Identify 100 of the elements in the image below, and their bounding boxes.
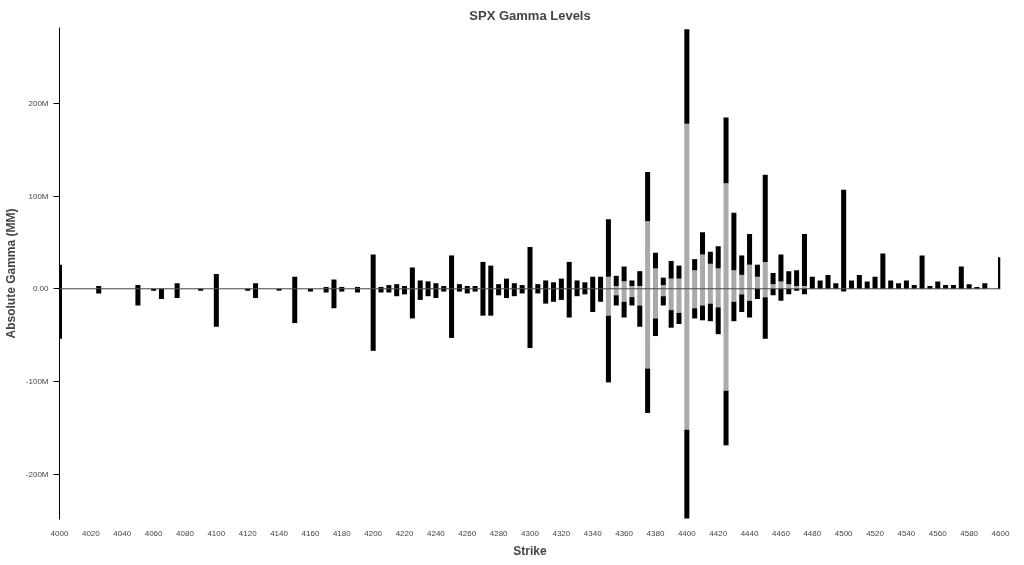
bar [668, 260, 674, 279]
bar [770, 288, 776, 296]
bar [637, 305, 643, 327]
bar [707, 303, 713, 322]
x-tick-label: 4500 [834, 528, 854, 538]
bar [394, 288, 400, 297]
y-tick-label: -200M [25, 469, 49, 479]
bar [660, 296, 666, 306]
bar [684, 29, 690, 124]
y-tick-label: -100M [25, 376, 49, 386]
bar [919, 255, 925, 289]
bar [605, 315, 611, 383]
bar [794, 270, 800, 287]
bar [872, 276, 878, 289]
bar [637, 271, 643, 287]
bar [770, 273, 776, 285]
bar [762, 174, 768, 262]
x-axis-title: Strike [513, 543, 547, 558]
bar [629, 288, 635, 298]
x-tick-label: 4300 [521, 528, 540, 538]
x-tick-label: 4180 [332, 528, 352, 538]
x-tick-label: 4200 [364, 528, 383, 538]
bar [754, 288, 760, 299]
bar [778, 288, 784, 301]
bar [135, 288, 141, 306]
x-tick-label: 4240 [427, 528, 446, 538]
bar [692, 308, 698, 319]
bar [684, 429, 690, 519]
bar [841, 189, 847, 289]
x-tick-label: 4360 [615, 528, 634, 538]
bar [605, 219, 611, 277]
bar [715, 246, 721, 269]
x-tick-label: 4160 [301, 528, 320, 538]
bar [754, 264, 760, 277]
bar [723, 117, 729, 184]
bar [856, 274, 862, 289]
bar [739, 294, 745, 312]
bar [700, 305, 706, 321]
bar [621, 266, 627, 282]
bar [637, 288, 643, 306]
x-tick-label: 4040 [113, 528, 132, 538]
y-tick-label: 0.00 [32, 284, 50, 294]
x-tick-label: 4560 [928, 528, 948, 538]
y-axis-title: Absolute Gamma (MM) [3, 208, 18, 339]
bar [747, 234, 753, 265]
bar [786, 271, 792, 285]
x-tick-label: 4460 [772, 528, 791, 538]
bar [778, 254, 784, 282]
bar [652, 318, 658, 337]
x-tick-label: 4580 [960, 528, 979, 538]
x-tick-label: 4420 [709, 528, 728, 538]
x-tick-label: 4320 [552, 528, 571, 538]
x-tick-label: 4100 [207, 528, 226, 538]
bar [723, 390, 729, 446]
bar [731, 212, 737, 271]
x-tick-label: 4140 [270, 528, 289, 538]
bar [660, 277, 666, 286]
bar [378, 288, 384, 293]
bar [692, 259, 698, 271]
bar [825, 274, 831, 289]
x-tick-label: 4260 [458, 528, 477, 538]
bar [754, 276, 760, 289]
bar [880, 253, 886, 289]
x-tick-label: 4340 [583, 528, 603, 538]
bar [613, 288, 619, 296]
x-tick-label: 4600 [991, 528, 1010, 538]
x-tick-label: 4000 [50, 528, 69, 538]
x-tick-label: 4220 [395, 528, 414, 538]
bar [307, 288, 313, 292]
bar [762, 297, 768, 339]
y-tick-label: 200M [28, 98, 49, 108]
bar [747, 300, 753, 318]
bar [715, 307, 721, 335]
bar [645, 368, 651, 413]
bar [621, 301, 627, 318]
bar [456, 288, 462, 292]
x-tick-label: 4380 [646, 528, 665, 538]
bar [700, 232, 706, 255]
bar [652, 252, 658, 269]
bar [739, 255, 745, 275]
bar [613, 295, 619, 306]
bar [676, 312, 682, 324]
bar [645, 172, 651, 222]
x-tick-label: 4540 [897, 528, 916, 538]
bar [629, 297, 635, 306]
bar [668, 310, 674, 328]
x-tick-label: 4080 [176, 528, 195, 538]
bar [731, 301, 737, 322]
bar [707, 251, 713, 264]
x-tick-label: 4280 [489, 528, 509, 538]
bar [158, 288, 164, 299]
bar [629, 280, 635, 287]
bar [613, 275, 619, 287]
x-tick-label: 4020 [81, 528, 101, 538]
x-tick-label: 4400 [677, 528, 697, 538]
x-tick-label: 4060 [144, 528, 164, 538]
bar [809, 276, 815, 289]
bar [801, 234, 807, 287]
bar [660, 288, 666, 297]
x-tick-label: 4480 [803, 528, 822, 538]
